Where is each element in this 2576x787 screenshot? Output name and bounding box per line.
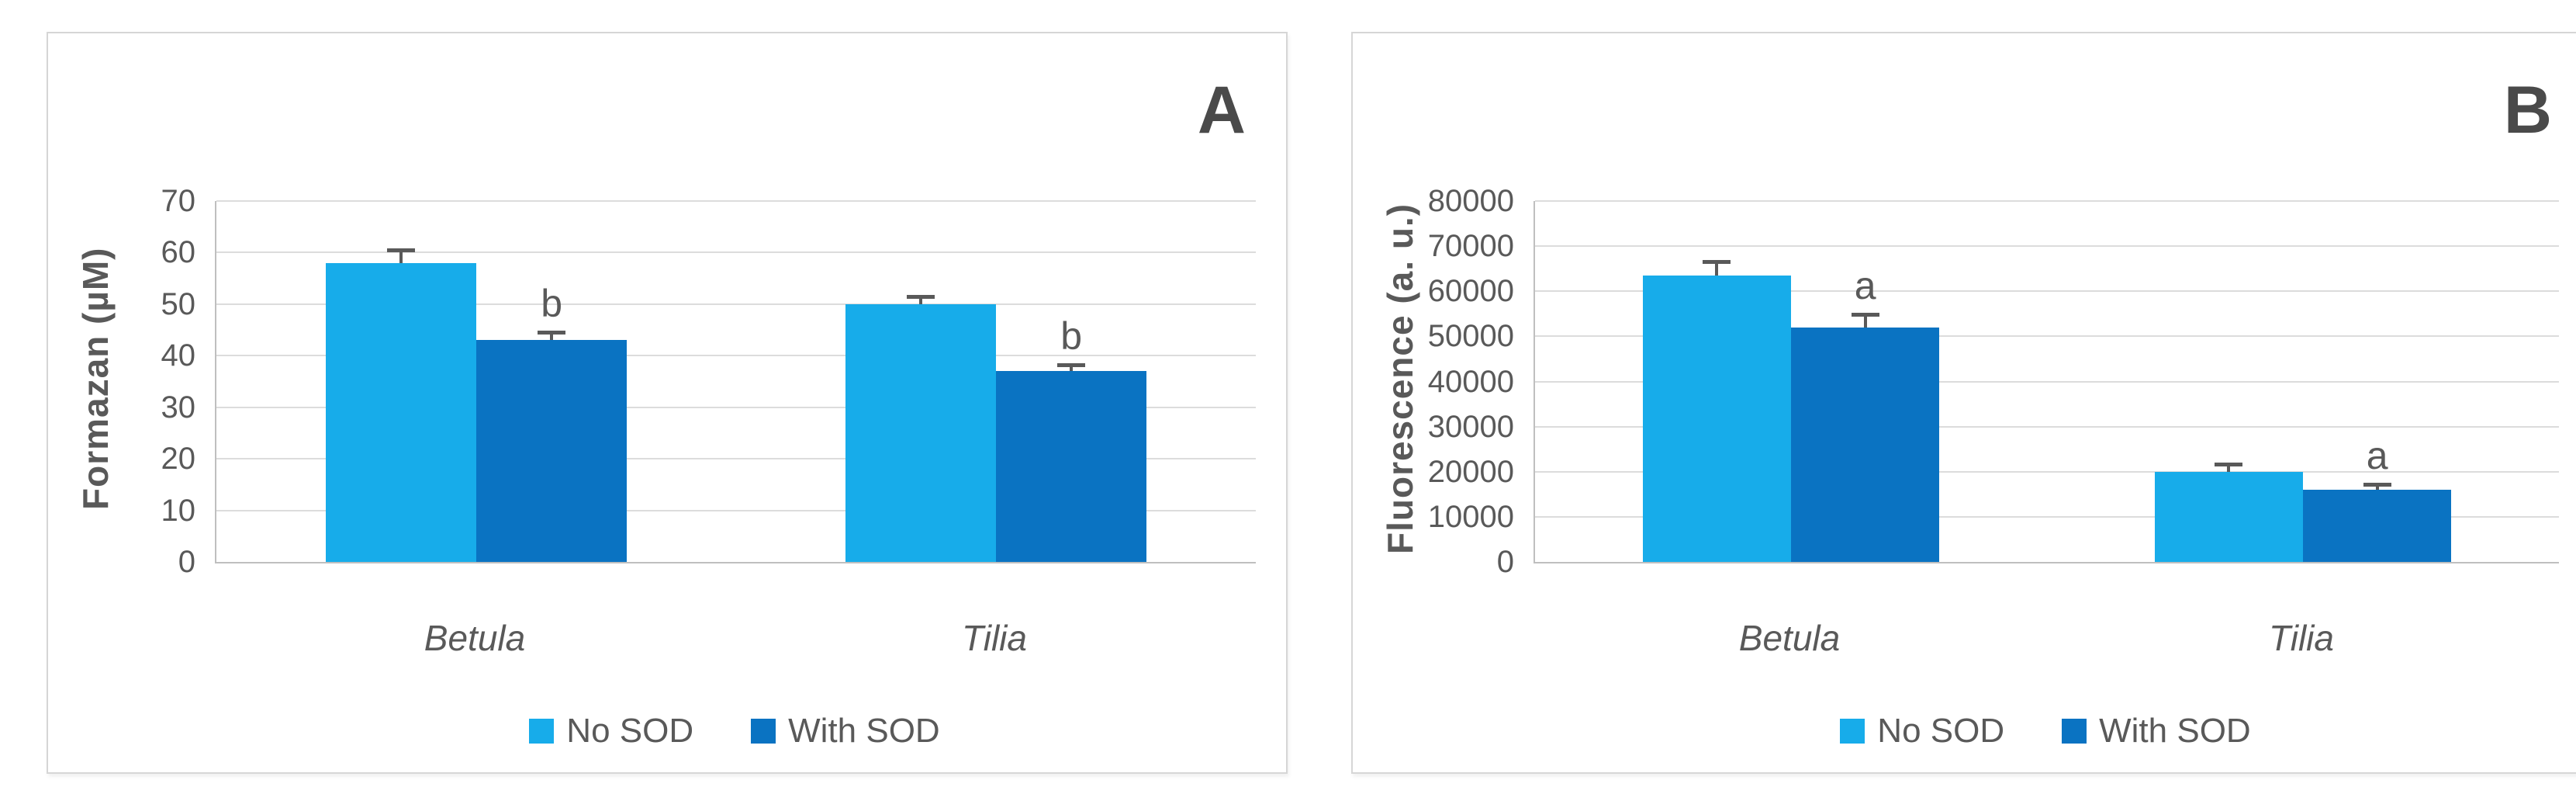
error-bar xyxy=(538,331,566,341)
y-tick-label: 70000 xyxy=(1427,229,1514,264)
error-bar-cap xyxy=(2363,482,2391,487)
error-bar-cap xyxy=(2215,463,2243,467)
y-tick-label: 30000 xyxy=(1427,409,1514,444)
error-bar-stem xyxy=(550,331,554,341)
y-tick-label: 0 xyxy=(178,545,195,579)
legend-label: With SOD xyxy=(788,712,940,750)
bar-betula-with-sod xyxy=(476,340,628,562)
gridline xyxy=(1535,470,2559,473)
x-axis-labels: Betula Tilia xyxy=(1533,617,2557,664)
bar-tilia-no-sod xyxy=(845,303,996,562)
y-tick-label: 40 xyxy=(161,338,196,373)
legend-item-no-sod: No SOD xyxy=(1840,712,2004,751)
error-bar-cap xyxy=(538,331,566,335)
bar-betula-with-sod xyxy=(1791,327,1940,562)
significance-letter: a xyxy=(1854,263,1876,307)
error-bar-stem xyxy=(1863,312,1867,328)
y-tick-label: 10 xyxy=(161,493,196,528)
bar-tilia-with-sod xyxy=(2303,490,2452,562)
legend-label: No SOD xyxy=(1877,712,2005,750)
legend-item-with-sod: With SOD xyxy=(2062,712,2251,751)
y-tick-label: 0 xyxy=(1496,545,1514,579)
error-bar-stem xyxy=(1715,260,1719,276)
significance-letter: b xyxy=(541,282,563,326)
x-category-label: Tilia xyxy=(962,618,1027,658)
y-tick-label: 70 xyxy=(161,184,196,218)
legend-label: With SOD xyxy=(2099,712,2251,750)
gridline xyxy=(1535,380,2559,383)
error-bar-cap xyxy=(1851,312,1879,317)
panel-letter-b: B xyxy=(2503,73,2552,147)
y-tick-label: 40000 xyxy=(1427,364,1514,399)
legend: No SOD With SOD xyxy=(1533,712,2557,751)
gridline xyxy=(1535,290,2559,293)
gridline xyxy=(1535,245,2559,248)
gridline xyxy=(1535,515,2559,518)
legend-swatch xyxy=(2062,719,2087,744)
x-axis-labels: Betula Tilia xyxy=(215,617,1254,664)
gridline xyxy=(216,303,1256,305)
bar-betula-no-sod xyxy=(325,262,476,562)
significance-letter: a xyxy=(2366,433,2388,477)
error-bar xyxy=(2363,482,2391,490)
y-tick-label: 80000 xyxy=(1427,184,1514,218)
legend-swatch xyxy=(529,719,555,744)
significance-letter: b xyxy=(1060,314,1083,359)
error-bar-cap xyxy=(1057,363,1086,368)
error-bar xyxy=(1851,312,1879,328)
bar-tilia-with-sod xyxy=(996,371,1147,562)
legend-label: No SOD xyxy=(566,712,694,750)
error-bar xyxy=(2215,463,2243,472)
x-category-label: Tilia xyxy=(2269,618,2334,658)
error-bar xyxy=(906,294,935,304)
y-tick-label: 60 xyxy=(161,235,196,270)
y-tick-label: 20 xyxy=(161,442,196,477)
error-bar-cap xyxy=(1703,260,1731,265)
y-tick-label: 20000 xyxy=(1427,454,1514,489)
y-axis-tick-labels: 0 10 20 30 40 50 60 70 xyxy=(48,185,196,577)
legend-swatch xyxy=(1840,719,1865,744)
gridline xyxy=(216,200,1256,202)
legend-item-no-sod: No SOD xyxy=(529,712,693,751)
gridline xyxy=(1535,425,2559,428)
panel-letter-a: A xyxy=(1197,73,1246,147)
y-tick-label: 10000 xyxy=(1427,499,1514,534)
gridline xyxy=(216,509,1256,511)
gridline xyxy=(1535,335,2559,338)
error-bar-cap xyxy=(906,294,935,299)
error-bar xyxy=(1703,260,1731,276)
gridline xyxy=(1535,200,2559,202)
error-bar xyxy=(386,248,415,263)
gridline xyxy=(216,251,1256,254)
legend-item-with-sod: With SOD xyxy=(751,712,940,751)
gridline xyxy=(216,458,1256,460)
legend-swatch xyxy=(751,719,776,744)
x-category-label: Betula xyxy=(1738,618,1841,658)
y-tick-label: 50 xyxy=(161,286,196,321)
bar-betula-no-sod xyxy=(1642,275,1791,562)
error-bar-stem xyxy=(918,294,922,304)
y-tick-label: 50000 xyxy=(1427,319,1514,354)
error-bar-stem xyxy=(399,248,403,263)
x-category-label: Betula xyxy=(424,618,526,658)
y-axis-tick-labels: 0 10000 20000 30000 40000 50000 60000 70000 8000… xyxy=(1353,185,1514,577)
chart-panel-b: B Fluorescence (a. u.) 0 10000 20000 30000 4… xyxy=(1351,32,2576,774)
legend: No SOD With SOD xyxy=(215,712,1254,751)
gridline xyxy=(216,355,1256,357)
error-bar-stem xyxy=(2227,463,2231,472)
error-bar-cap xyxy=(386,248,415,253)
bar-tilia-no-sod xyxy=(2154,471,2303,562)
gridline xyxy=(216,406,1256,408)
y-tick-label: 60000 xyxy=(1427,274,1514,309)
y-tick-label: 30 xyxy=(161,390,196,425)
error-bar xyxy=(1057,363,1086,372)
